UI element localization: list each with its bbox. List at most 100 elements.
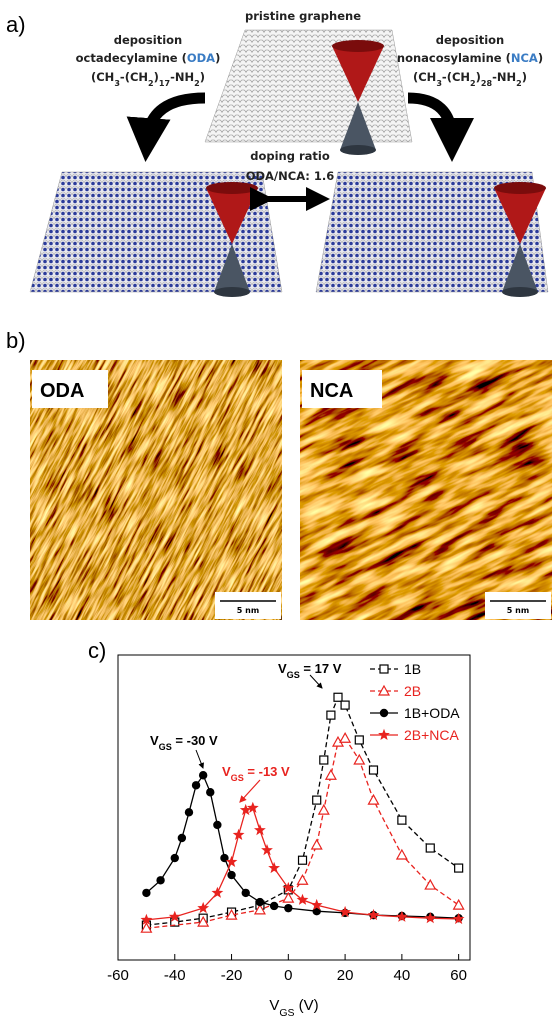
- text-part: ): [215, 51, 220, 65]
- marker: [312, 795, 322, 805]
- marker: [142, 888, 151, 898]
- text-part: (V): [295, 997, 319, 1014]
- marker: [156, 876, 165, 885]
- scale-text: 5 nm: [237, 606, 259, 615]
- marker: [310, 898, 323, 911]
- sheet-title: pristine graphene: [245, 9, 361, 23]
- marker: [197, 901, 210, 914]
- marker: [246, 801, 259, 813]
- arrow: [407, 92, 474, 162]
- cone: [494, 188, 546, 244]
- cone: [502, 244, 538, 292]
- marker: [254, 824, 266, 836]
- annotation-arrow: [239, 779, 261, 803]
- text-part: = -30 V: [172, 733, 218, 748]
- cone: [214, 287, 250, 297]
- marker: [213, 820, 222, 830]
- text-part: -NH: [492, 70, 516, 84]
- cone: [332, 46, 384, 102]
- marker: [184, 808, 194, 817]
- text-part: ): [154, 70, 159, 84]
- marker: [282, 881, 295, 894]
- marker: [261, 844, 273, 856]
- annotation-arrow: [309, 674, 323, 689]
- legend-label: 2B: [404, 683, 421, 699]
- marker: [177, 833, 187, 843]
- stm-image: [300, 360, 552, 620]
- marker: [140, 921, 153, 933]
- marker: [319, 755, 329, 765]
- legend-label: 2B+NCA: [404, 727, 460, 743]
- marker: [282, 891, 295, 903]
- marker: [168, 910, 181, 922]
- cone: [332, 40, 384, 52]
- cone: [494, 182, 546, 194]
- image-label: ODA: [40, 380, 84, 402]
- x-tick-label: -20: [221, 967, 243, 984]
- marker: [452, 898, 465, 910]
- marker: [397, 815, 407, 825]
- marker: [296, 893, 309, 905]
- text-part: V: [222, 764, 231, 779]
- annotation-arrow: [195, 749, 204, 769]
- x-tick-label: -60: [107, 967, 129, 984]
- marker: [227, 870, 236, 880]
- marker: [253, 903, 266, 915]
- marker: [377, 684, 391, 696]
- text-part: 2: [516, 79, 522, 88]
- label-box: [32, 370, 108, 408]
- text-part: GS: [279, 1007, 294, 1019]
- cone: [214, 244, 250, 292]
- marker: [268, 861, 280, 874]
- text-part: 3: [114, 79, 120, 88]
- text-part: octadecylamine (: [76, 51, 187, 65]
- x-tick-label: -40: [164, 967, 186, 984]
- marker: [396, 910, 408, 922]
- cone: [206, 182, 258, 194]
- marker: [378, 728, 390, 740]
- text-part: -NH: [170, 70, 194, 84]
- marker: [353, 753, 366, 765]
- marker: [170, 853, 179, 863]
- text-part: V: [278, 661, 287, 676]
- marker: [239, 803, 252, 816]
- marker: [339, 905, 351, 918]
- marker: [312, 907, 321, 916]
- marker: [354, 735, 364, 745]
- text-part: 2: [148, 79, 154, 88]
- marker: [297, 855, 308, 865]
- marker: [379, 708, 389, 718]
- formula: (CH3-(CH2)28-NH2): [413, 70, 527, 88]
- marker: [367, 908, 380, 921]
- arrow: [126, 92, 206, 162]
- legend-label: 1B+ODA: [404, 705, 460, 721]
- cone: [340, 145, 376, 155]
- marker: [284, 903, 293, 913]
- panel-label: b): [6, 328, 26, 353]
- marker: [395, 848, 408, 860]
- text-part: 3: [436, 79, 442, 88]
- text-part: V: [269, 997, 279, 1014]
- marker: [339, 731, 352, 743]
- marker: [211, 886, 224, 898]
- text-part: -(CH: [442, 70, 470, 84]
- x-tick-label: 20: [337, 967, 354, 984]
- cone: [206, 188, 258, 244]
- text-part: V: [150, 733, 159, 748]
- legend-label: 1B: [404, 661, 421, 677]
- text-part: (CH: [413, 70, 436, 84]
- text-part: ): [200, 70, 205, 84]
- dep-text: deposition: [436, 33, 504, 47]
- marker: [310, 838, 323, 850]
- text-part: (CH: [91, 70, 114, 84]
- marker: [324, 769, 337, 780]
- text-part: GS: [287, 670, 300, 680]
- annotation: VGS = -13 V: [222, 764, 290, 783]
- compound-name: octadecylamine (ODA): [76, 51, 221, 65]
- marker: [452, 912, 465, 925]
- marker: [232, 828, 245, 840]
- plot-frame: [117, 654, 471, 961]
- text-part: = -13 V: [244, 764, 290, 779]
- marker: [424, 878, 437, 890]
